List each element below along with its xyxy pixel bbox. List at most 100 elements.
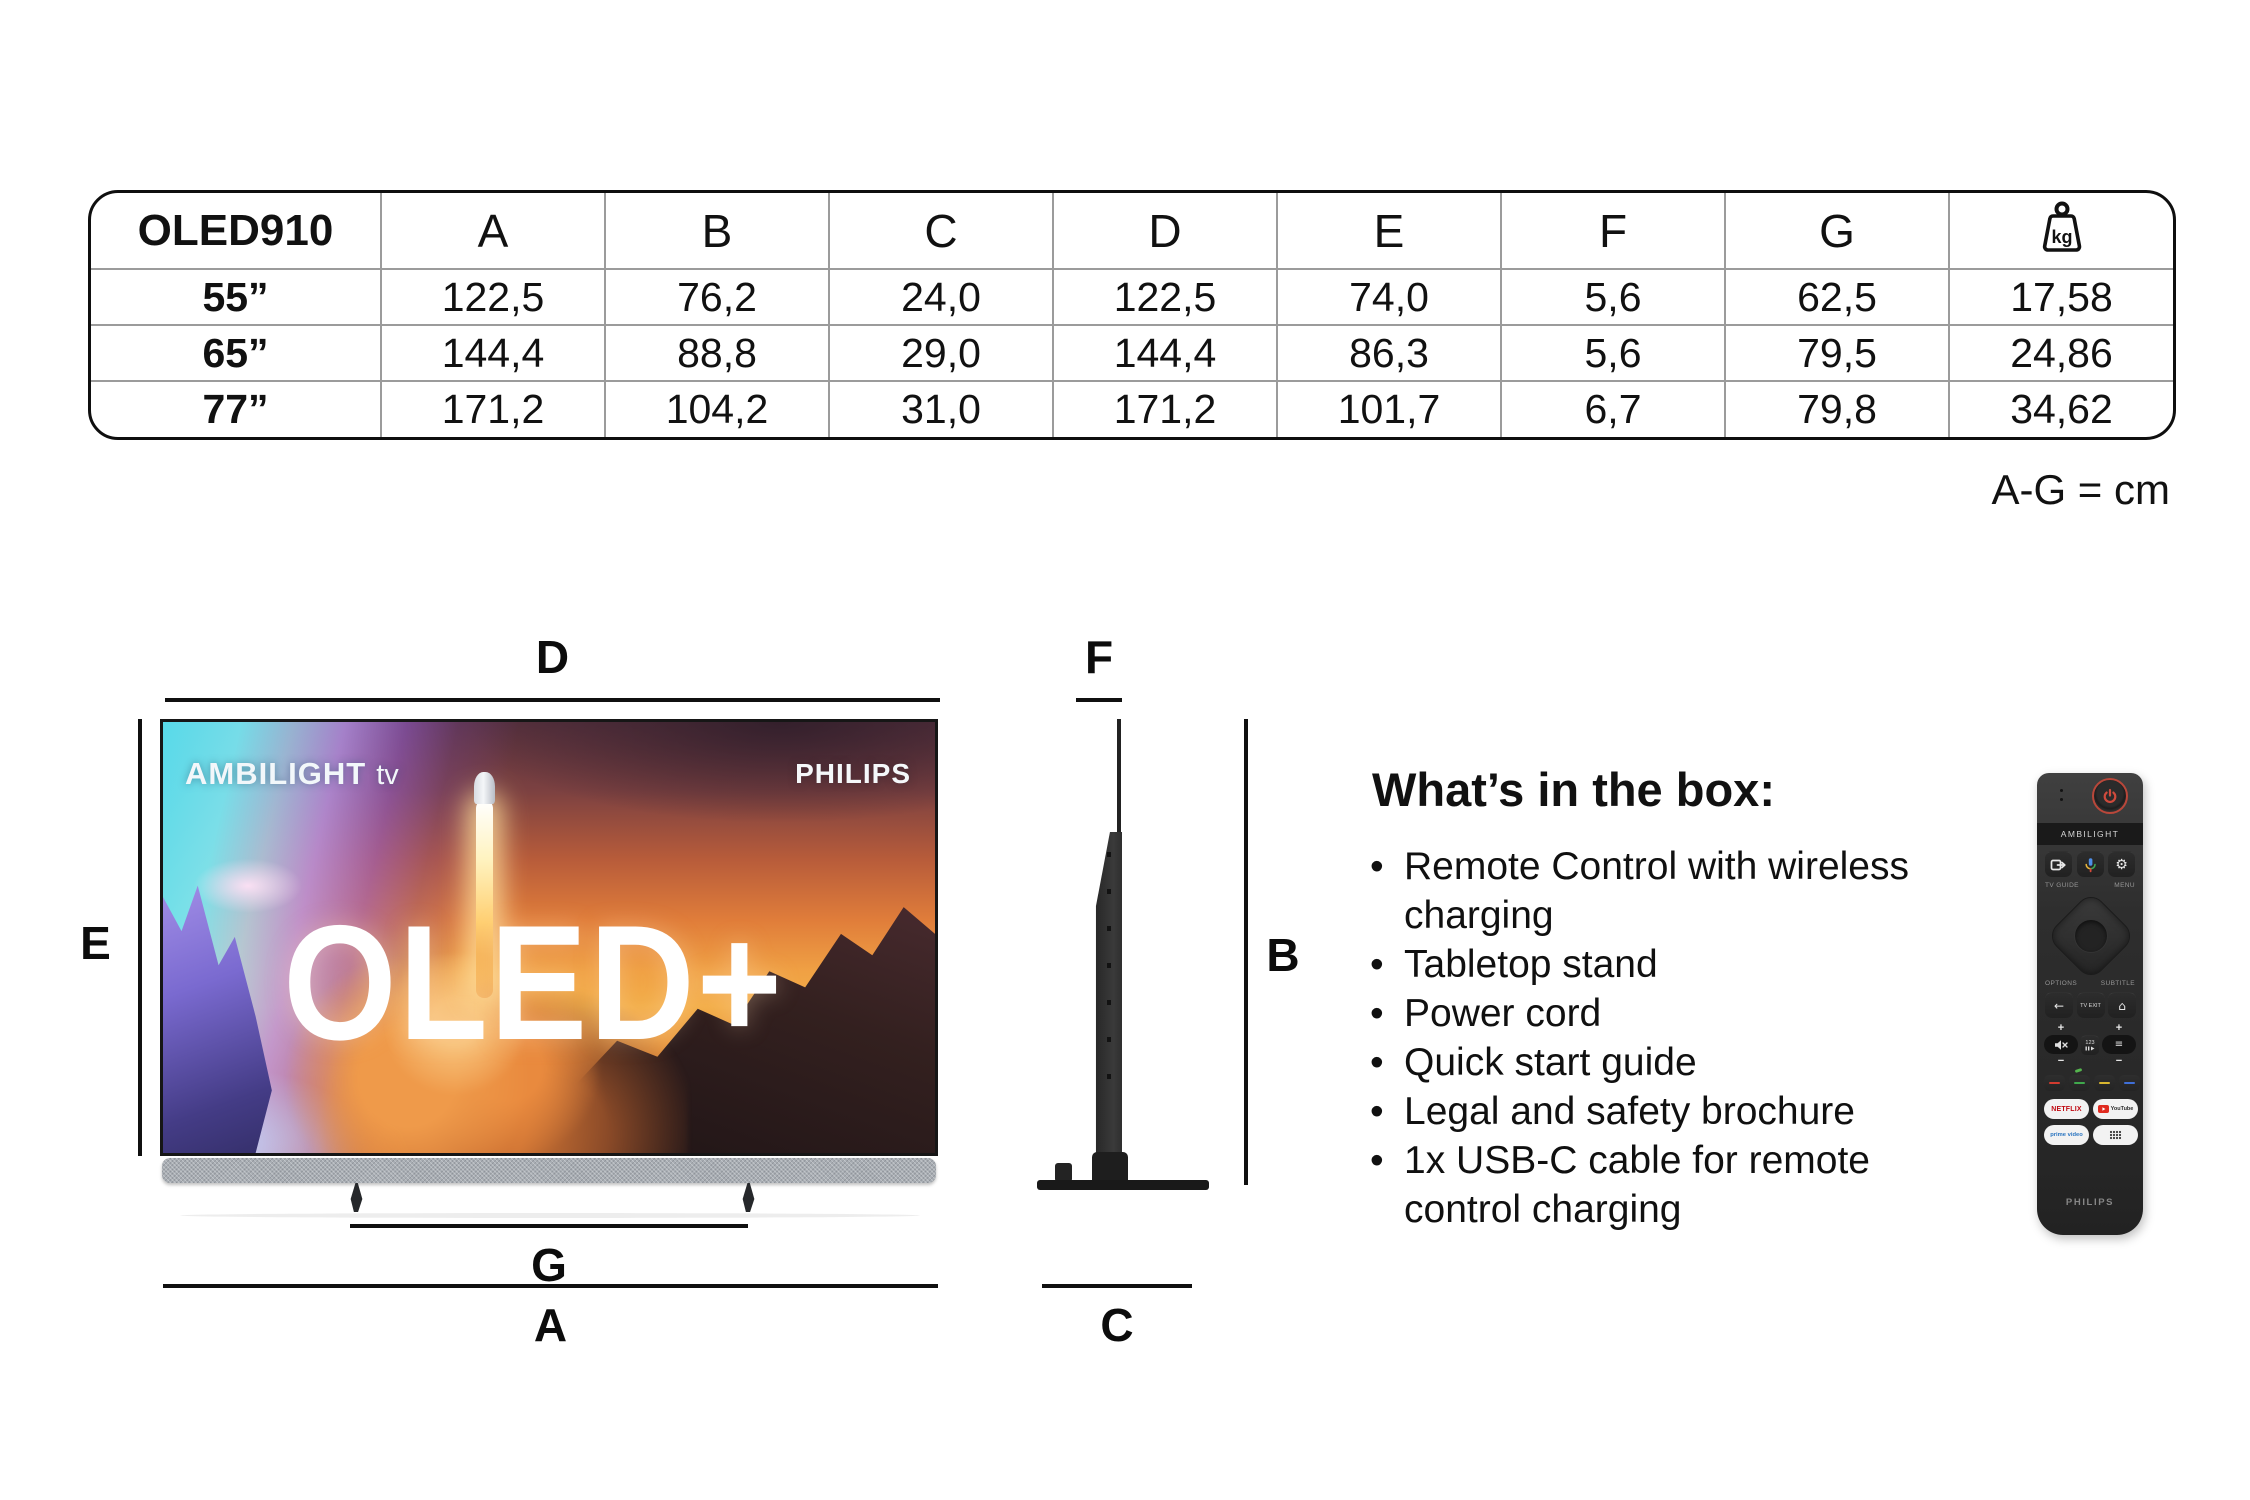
table-row: 55” 122,5 76,2 24,0 122,5 74,0 5,6 62,5 … <box>91 268 2173 325</box>
cell-55-a: 122,5 <box>380 268 605 325</box>
gear-icon: ⚙ <box>2115 856 2128 873</box>
remote-dpad <box>2045 890 2137 982</box>
channel-list-icon: ≡ <box>2114 1039 2124 1050</box>
cell-77-kg: 34,62 <box>1948 380 2173 437</box>
channel-minus-label: − <box>2115 1055 2123 1067</box>
list-item: Remote Control with wireless charging <box>1368 842 1928 940</box>
cell-77-e: 101,7 <box>1276 380 1501 437</box>
remote-volume-rocker <box>2044 1035 2078 1054</box>
remote-subtitle-label: SUBTITLE <box>2100 980 2135 987</box>
rocket-flame-art <box>476 799 493 998</box>
pause-play-icon <box>2085 1046 2095 1051</box>
column-header-g: G <box>1724 193 1949 269</box>
mute-icon <box>2055 1039 2068 1050</box>
remote-yellow-key <box>2094 1075 2115 1091</box>
cell-55-c: 24,0 <box>828 268 1053 325</box>
oled-plus-headline: OLED+ <box>283 890 784 1074</box>
cell-65-a: 144,4 <box>380 324 605 381</box>
remote-green-key <box>2069 1075 2090 1091</box>
remote-tv-exit-button: TV EXIT <box>2076 992 2105 1018</box>
ambilight-wordmark: AMBILIGHT <box>185 756 367 791</box>
remote-mic-hole <box>2060 789 2063 792</box>
remote-settings-button: ⚙ <box>2108 851 2135 877</box>
source-icon <box>2050 859 2066 870</box>
back-icon: ← <box>2053 998 2065 1013</box>
dimension-label-f: F <box>1084 631 1114 683</box>
cell-77-a: 171,2 <box>380 380 605 437</box>
tv-screen-image: OLED+ AMBILIGHT tv PHILIPS <box>163 722 935 1153</box>
dimensions-table: OLED910 A B C D E F G kg 55” 122,5 <box>88 190 2176 440</box>
prime-video-label: prime video <box>2050 1132 2083 1138</box>
youtube-play-icon <box>2097 1105 2109 1113</box>
mic-icon <box>2084 857 2096 872</box>
cell-77-c: 31,0 <box>828 380 1053 437</box>
netflix-label: NETFLIX <box>2051 1105 2082 1113</box>
cell-65-d: 144,4 <box>1052 324 1277 381</box>
dimension-label-b: B <box>1266 929 1300 981</box>
list-item: Power cord <box>1368 989 1928 1038</box>
apps-grid-icon <box>2109 1130 2122 1140</box>
size-65: 65” <box>91 324 381 381</box>
box-contents-list: Remote Control with wireless charging Ta… <box>1368 842 1928 1234</box>
green-accent-mark <box>2074 1067 2083 1074</box>
digits-label: 123 <box>2085 1040 2095 1046</box>
kg-weight-icon: kg <box>2042 201 2081 252</box>
tv-left-foot <box>350 1183 363 1212</box>
dpad-ok-button <box>2074 919 2108 953</box>
cell-65-b: 88,8 <box>604 324 829 381</box>
column-header-a: A <box>380 193 605 269</box>
remote-menu-label: MENU <box>2114 882 2135 889</box>
list-item: 1x USB-C cable for remote control chargi… <box>1368 1136 1928 1234</box>
svg-text:kg: kg <box>2051 227 2072 247</box>
power-icon <box>2103 788 2117 804</box>
dimension-line-c <box>1042 1284 1192 1288</box>
cell-55-b: 76,2 <box>604 268 829 325</box>
yellow-key-dash <box>2099 1081 2110 1085</box>
tv-shadow <box>180 1213 920 1218</box>
remote-voice-button <box>2076 851 2104 877</box>
speaker-bar <box>162 1158 936 1183</box>
dimension-label-c: C <box>1100 1299 1134 1351</box>
dimension-line-e <box>138 719 142 1156</box>
rocket-art <box>474 771 495 804</box>
tv-wordmark: tv <box>376 759 399 791</box>
cell-65-e: 86,3 <box>1276 324 1501 381</box>
dimension-line-a <box>163 1284 938 1288</box>
dimension-line-g <box>350 1224 748 1228</box>
table-header-row: OLED910 A B C D E F G kg <box>91 193 2173 269</box>
cell-55-g: 62,5 <box>1724 268 1949 325</box>
cell-65-g: 79,5 <box>1724 324 1949 381</box>
dimension-label-g: G <box>531 1239 567 1291</box>
cell-55-e: 74,0 <box>1276 268 1501 325</box>
tv-front-view: OLED+ AMBILIGHT tv PHILIPS <box>160 719 938 1156</box>
dimension-line-d <box>165 698 940 702</box>
remote-123-button: 123 <box>2081 1035 2099 1055</box>
list-item: Legal and safety brochure <box>1368 1087 1928 1136</box>
youtube-label: YouTube <box>2110 1106 2134 1112</box>
remote-back-button: ← <box>2045 992 2073 1018</box>
table-row: 77” 171,2 104,2 31,0 171,2 101,7 6,7 79,… <box>91 380 2173 437</box>
remote-source-button <box>2045 851 2072 877</box>
box-contents-heading: What’s in the box: <box>1372 763 1775 816</box>
cell-55-f: 5,6 <box>1500 268 1725 325</box>
remote-red-key <box>2044 1075 2065 1091</box>
cell-77-g: 79,8 <box>1724 380 1949 437</box>
cell-55-kg: 17,58 <box>1948 268 2173 325</box>
home-icon: ⌂ <box>2118 998 2126 1013</box>
red-key-dash <box>2049 1081 2060 1085</box>
dimension-label-a: A <box>533 1299 568 1351</box>
cell-65-kg: 24,86 <box>1948 324 2173 381</box>
volume-minus-label: − <box>2057 1055 2065 1067</box>
remote-control: AMBILIGHT ⚙ TV GUIDE MENU OPTIONS SUBT <box>2037 773 2143 1235</box>
cell-77-b: 104,2 <box>604 380 829 437</box>
channel-plus-label: + <box>2115 1022 2123 1034</box>
column-header-e: E <box>1276 193 1501 269</box>
ambilight-tv-logo: AMBILIGHT tv <box>185 756 399 792</box>
remote-apps-button <box>2093 1125 2138 1145</box>
size-77: 77” <box>91 380 381 437</box>
column-header-d: D <box>1052 193 1277 269</box>
remote-prime-video-button: prime video <box>2044 1125 2089 1145</box>
tv-side-base <box>1037 1180 1209 1190</box>
blue-key-dash <box>2124 1081 2135 1085</box>
philips-logo: PHILIPS <box>795 758 911 789</box>
